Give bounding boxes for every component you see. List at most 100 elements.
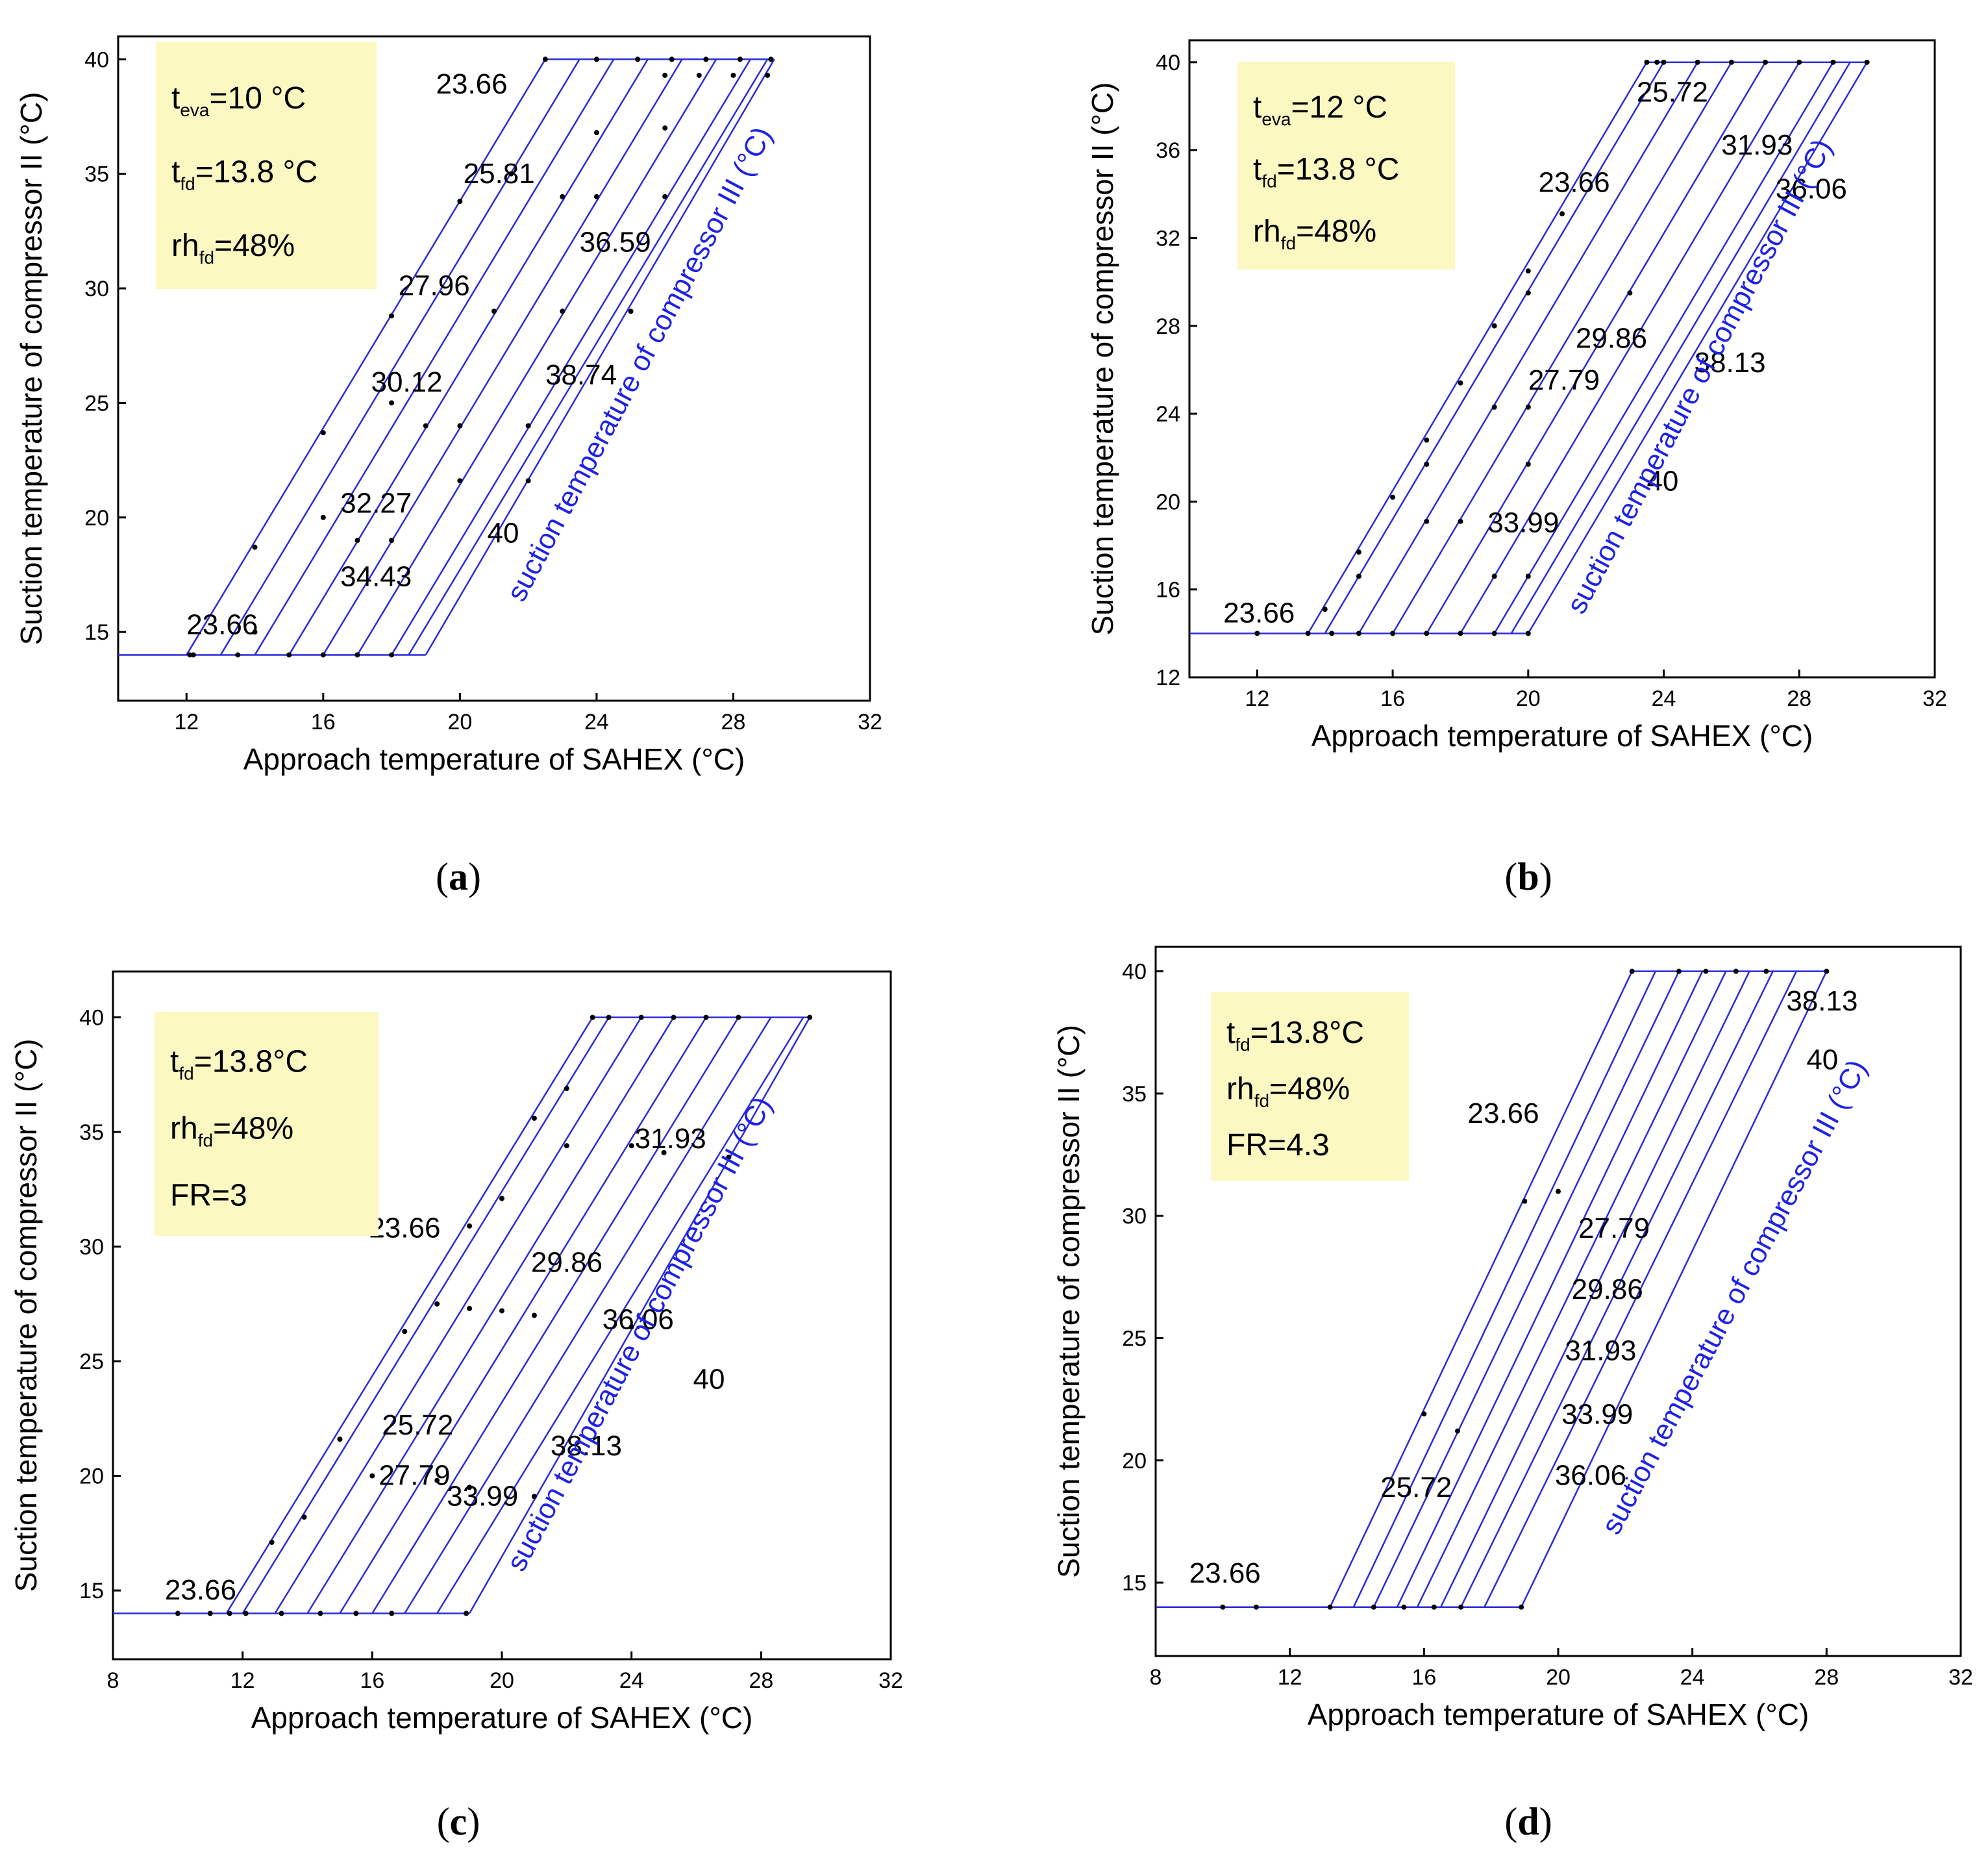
data-point (1522, 1198, 1528, 1204)
series-annotation: 36.06 (1555, 1459, 1626, 1491)
series-annotation: 23.66 (1189, 1557, 1261, 1589)
x-tick-label: 12 (1245, 686, 1269, 711)
plot-area (113, 1014, 813, 1616)
series-annotation: 27.79 (1528, 364, 1600, 396)
x-tick-label: 24 (1680, 1665, 1705, 1690)
data-point (320, 430, 326, 436)
plot-area (1156, 968, 1830, 1610)
data-point (531, 1115, 537, 1121)
y-tick-label: 20 (79, 1464, 104, 1489)
data-point (726, 1154, 732, 1160)
x-tick-label: 16 (311, 710, 336, 734)
data-point (320, 652, 326, 658)
series-line-38-13 (1484, 971, 1797, 1608)
series-line-29-86 (1392, 62, 1732, 634)
data-point (531, 1494, 537, 1499)
x-tick-label: 12 (1278, 1665, 1302, 1690)
x-tick-label: 20 (1546, 1665, 1571, 1690)
series-annotation: 33.99 (447, 1480, 518, 1512)
series-line-25-72 (1352, 971, 1656, 1608)
y-tick-label: 20 (84, 506, 109, 531)
series-line-38-13 (1510, 62, 1851, 634)
data-point (662, 72, 668, 78)
data-point (736, 1014, 741, 1020)
data-point (389, 400, 395, 406)
x-tick-label: 16 (1380, 686, 1405, 711)
x-tick-label: 8 (107, 1668, 119, 1693)
y-tick-label: 30 (79, 1235, 104, 1260)
series-line-29-86 (1396, 971, 1704, 1608)
y-axis-label: Suction temperature of compressor II (°C… (1052, 1025, 1086, 1578)
series-line-38-13 (436, 1016, 804, 1614)
plot-area (118, 56, 775, 658)
y-axis-label: Suction temperature of compressor II (°C… (14, 92, 48, 646)
series-annotation: 29.86 (1576, 323, 1647, 355)
data-point (606, 1014, 612, 1020)
condition-line: rhfd=48% (1253, 214, 1376, 253)
condition-line: tfd=13.8°C (1226, 1016, 1364, 1055)
data-point (1322, 607, 1328, 612)
data-point (1421, 1411, 1427, 1417)
data-point (1525, 290, 1531, 296)
x-axis-label: Approach temperature of SAHEX (°C) (243, 742, 745, 776)
data-point (317, 1611, 323, 1616)
series-annotation: 36.06 (603, 1304, 674, 1336)
series-line-23-66 (1329, 971, 1633, 1608)
y-tick-label: 25 (79, 1349, 104, 1374)
panel-caption: (d) (1504, 1800, 1552, 1843)
data-point (499, 1196, 504, 1201)
conditions-box (1237, 62, 1455, 270)
panel-caption: (c) (437, 1800, 480, 1843)
series-line-33-99 (1440, 971, 1750, 1608)
series-line-23-66 (1307, 62, 1648, 634)
series-line-27-79 (1358, 62, 1698, 634)
chart-b: 12 16 20 24 28 32 12 16 20 24 28 32 36 40 Approach tem… (1086, 39, 1947, 898)
conditions-box (155, 1012, 379, 1236)
series-annotation: 31.93 (1721, 129, 1793, 161)
data-point (389, 538, 395, 544)
series-annotation: 38.13 (551, 1430, 622, 1462)
x-tick-label: 28 (1814, 1665, 1839, 1690)
data-point (235, 652, 241, 658)
data-point (269, 1539, 275, 1545)
y-tick-label: 40 (1156, 51, 1180, 75)
data-point (669, 56, 675, 62)
data-point (1519, 1604, 1524, 1610)
chart-c: 8 12 16 20 24 28 32 15 20 25 30 35 40 Approach temper… (9, 970, 903, 1843)
data-point (542, 56, 548, 62)
data-point (207, 1611, 213, 1616)
series-line-29-86 (306, 1016, 675, 1614)
data-point (1864, 59, 1870, 65)
y-tick-label: 36 (1156, 138, 1180, 163)
series-line-32-27 (322, 58, 683, 656)
data-point (389, 652, 395, 658)
y-tick-label: 15 (1122, 1571, 1147, 1596)
series-annotation: 29.86 (531, 1246, 603, 1278)
plot-area (1189, 59, 1870, 636)
series-annotation: 27.79 (379, 1460, 450, 1492)
data-point (1327, 1604, 1333, 1610)
x-tick-label: 20 (1516, 686, 1541, 711)
x-tick-label: 12 (230, 1668, 255, 1693)
data-point (353, 1611, 359, 1616)
data-point (301, 1514, 307, 1520)
series-annotation: 25.72 (382, 1409, 453, 1441)
series-annotation: 25.81 (464, 158, 535, 190)
x-tick-label: 16 (1411, 1665, 1436, 1690)
series-annotation: 25.72 (1637, 77, 1708, 108)
y-tick-label: 32 (1156, 226, 1180, 251)
data-point (1305, 631, 1311, 636)
data-point (1424, 437, 1430, 443)
series-annotation: 29.86 (1572, 1273, 1643, 1305)
y-tick-label: 12 (1156, 666, 1180, 690)
series-annotation: 38.13 (1695, 347, 1766, 379)
data-point (1491, 404, 1497, 410)
data-point (227, 1611, 232, 1616)
data-point (671, 1014, 677, 1020)
x-tick-label: 12 (174, 710, 199, 734)
data-point (531, 1312, 537, 1318)
data-point (703, 1014, 709, 1020)
data-point (1525, 573, 1531, 579)
data-point (1703, 968, 1709, 974)
series-line-27-79 (274, 1016, 642, 1614)
